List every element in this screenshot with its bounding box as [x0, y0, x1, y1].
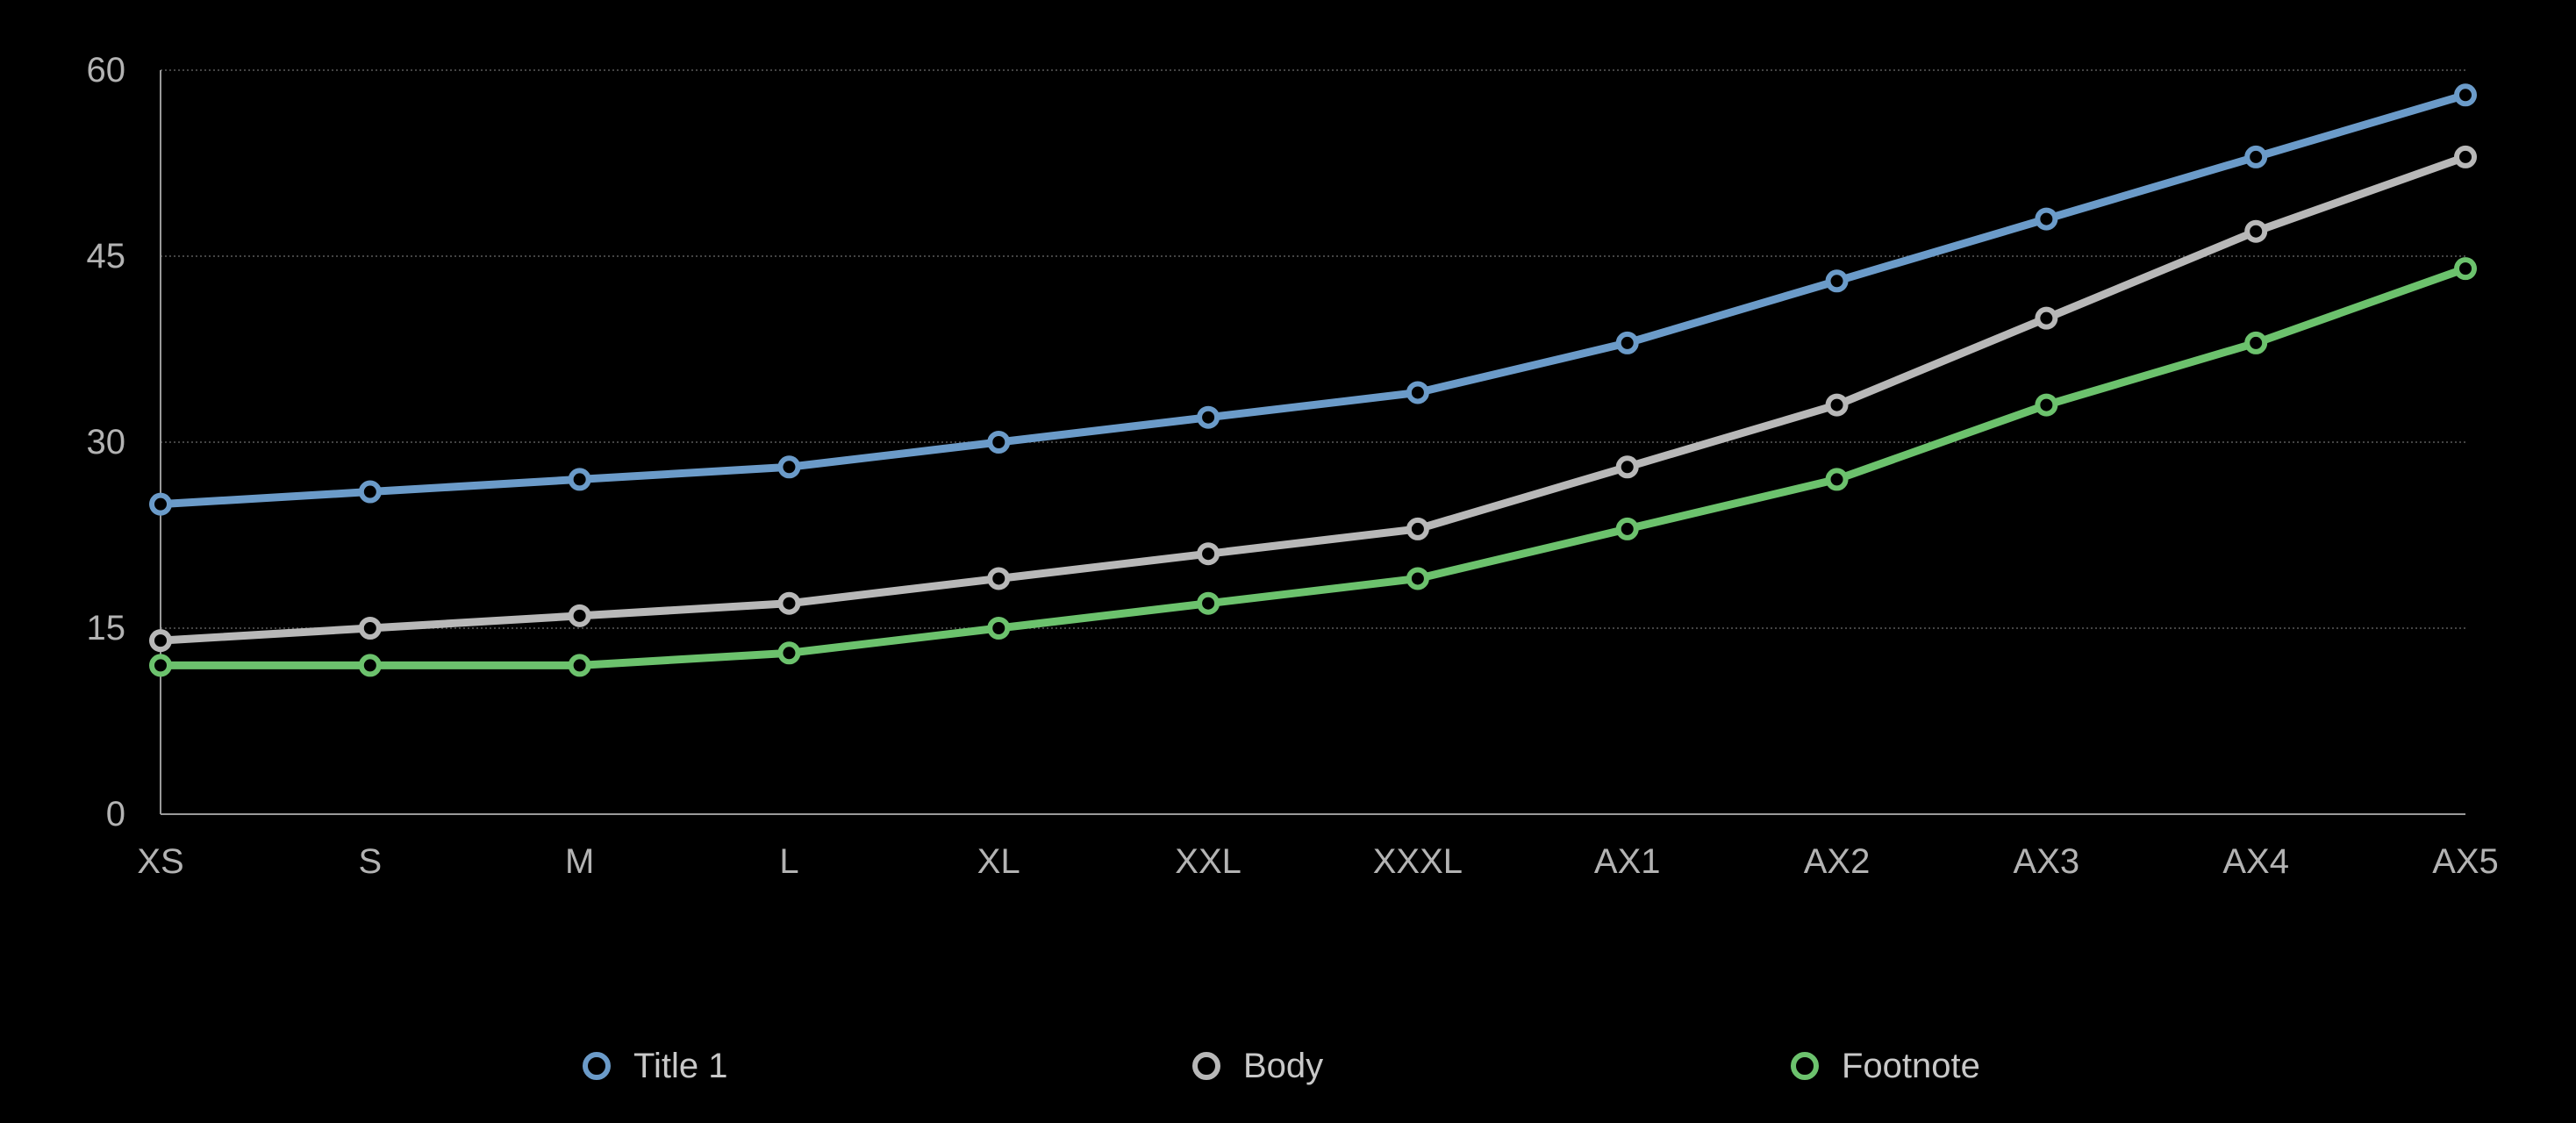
- y-tick-label: 30: [87, 423, 126, 461]
- legend-marker-icon: [1791, 1052, 1819, 1080]
- legend: Title 1 Body Footnote: [583, 1047, 1980, 1085]
- legend-marker-icon: [583, 1052, 611, 1080]
- data-point: [987, 617, 1011, 640]
- x-tick-label: XL: [977, 842, 1020, 881]
- series-line: [156, 153, 2470, 645]
- data-point: [568, 604, 591, 627]
- data-point: [1197, 591, 1220, 615]
- data-point: [777, 455, 801, 479]
- axes: [160, 70, 2465, 815]
- data-point: [2454, 145, 2477, 168]
- legend-label: Footnote: [1842, 1047, 1980, 1085]
- series-footnote: [149, 257, 2477, 677]
- x-tick-label: XS: [137, 842, 183, 881]
- x-tick-label: AX1: [1594, 842, 1661, 881]
- x-tick-label: AX5: [2432, 842, 2499, 881]
- data-point: [1615, 455, 1639, 479]
- y-tick-label: 15: [87, 609, 126, 647]
- data-point: [987, 431, 1011, 454]
- data-point: [1406, 567, 1429, 590]
- x-tick-label: AX4: [2222, 842, 2289, 881]
- data-point: [2244, 331, 2268, 354]
- data-point: [1615, 517, 1639, 540]
- x-tick-label: M: [565, 842, 594, 881]
- y-tick-label: 45: [87, 237, 126, 275]
- data-point: [2454, 257, 2477, 281]
- series-layer: [149, 83, 2477, 677]
- data-point: [2454, 83, 2477, 107]
- data-point: [149, 629, 172, 653]
- data-point: [358, 480, 382, 504]
- legend-label: Body: [1243, 1047, 1323, 1085]
- y-tick-label: 0: [106, 795, 125, 833]
- series-line: [156, 90, 2470, 509]
- data-point: [568, 468, 591, 491]
- series-title-1: [149, 83, 2477, 516]
- data-point: [1197, 405, 1220, 429]
- x-tick-label: AX2: [1804, 842, 1871, 881]
- data-point: [777, 641, 801, 665]
- legend-marker-icon: [1192, 1052, 1220, 1080]
- series-body: [149, 145, 2477, 653]
- data-point: [149, 654, 172, 677]
- data-point: [987, 567, 1011, 590]
- x-tick-label: XXXL: [1373, 842, 1463, 881]
- legend-label: Title 1: [633, 1047, 727, 1085]
- data-point: [568, 654, 591, 677]
- legend-item-title-1: Title 1: [583, 1047, 727, 1085]
- data-point: [2244, 219, 2268, 243]
- x-axis-ticks: XS S M L XL XXL XXXL AX1 AX2 AX3 AX4 AX5: [137, 842, 2498, 881]
- data-point: [777, 591, 801, 615]
- x-tick-label: AX3: [2014, 842, 2080, 881]
- series-line: [156, 264, 2470, 669]
- data-point: [1406, 517, 1429, 540]
- y-axis-ticks: 0 15 30 45 60: [87, 51, 126, 833]
- x-tick-label: S: [358, 842, 382, 881]
- x-tick-label: L: [779, 842, 798, 881]
- data-point: [2035, 393, 2058, 417]
- legend-item-footnote: Footnote: [1791, 1047, 1980, 1085]
- data-point: [1615, 331, 1639, 354]
- data-point: [1825, 468, 1849, 491]
- data-point: [1197, 542, 1220, 566]
- data-point: [1825, 393, 1849, 417]
- data-point: [358, 617, 382, 640]
- data-point: [2035, 207, 2058, 231]
- data-point: [1406, 381, 1429, 404]
- data-point: [2244, 145, 2268, 168]
- x-tick-label: XXL: [1175, 842, 1241, 881]
- legend-item-body: Body: [1192, 1047, 1323, 1085]
- data-point: [1825, 269, 1849, 293]
- data-point: [2035, 306, 2058, 330]
- y-tick-label: 60: [87, 51, 126, 89]
- data-point: [149, 492, 172, 516]
- data-point: [358, 654, 382, 677]
